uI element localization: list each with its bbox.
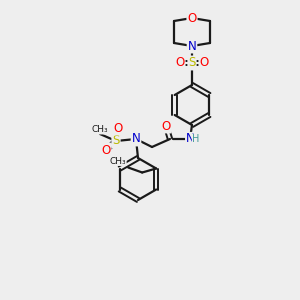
Text: O: O [161, 119, 171, 133]
Text: N: N [186, 133, 194, 146]
Text: N: N [188, 40, 196, 52]
Text: H: H [192, 134, 200, 144]
Text: O: O [176, 56, 184, 70]
Text: N: N [132, 133, 140, 146]
Text: CH₃: CH₃ [110, 157, 126, 166]
Text: O: O [188, 11, 196, 25]
Text: CH₃: CH₃ [92, 125, 108, 134]
Text: S: S [112, 134, 120, 148]
Text: O: O [101, 143, 111, 157]
Text: O: O [113, 122, 123, 134]
Text: O: O [200, 56, 208, 70]
Text: S: S [188, 56, 196, 70]
